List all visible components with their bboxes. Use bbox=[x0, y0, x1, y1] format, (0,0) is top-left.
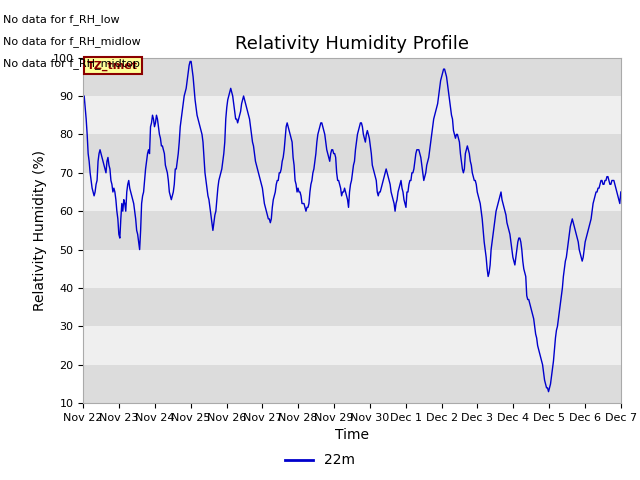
Bar bbox=[83, 173, 621, 211]
Bar bbox=[83, 211, 621, 250]
Bar bbox=[83, 134, 621, 173]
Title: Relativity Humidity Profile: Relativity Humidity Profile bbox=[235, 35, 469, 53]
Y-axis label: Relativity Humidity (%): Relativity Humidity (%) bbox=[33, 150, 47, 311]
Legend: 22m: 22m bbox=[280, 448, 360, 473]
Text: No data for f_RH_midlow: No data for f_RH_midlow bbox=[3, 36, 141, 47]
Text: No data for f_RH_low: No data for f_RH_low bbox=[3, 14, 120, 25]
Bar bbox=[83, 288, 621, 326]
Bar bbox=[83, 250, 621, 288]
X-axis label: Time: Time bbox=[335, 429, 369, 443]
Bar bbox=[83, 326, 621, 365]
Bar bbox=[83, 96, 621, 134]
Bar bbox=[83, 58, 621, 96]
Bar bbox=[83, 365, 621, 403]
Text: No data for f_RH_midtop: No data for f_RH_midtop bbox=[3, 58, 140, 69]
Text: TZ_tmet: TZ_tmet bbox=[88, 60, 138, 71]
